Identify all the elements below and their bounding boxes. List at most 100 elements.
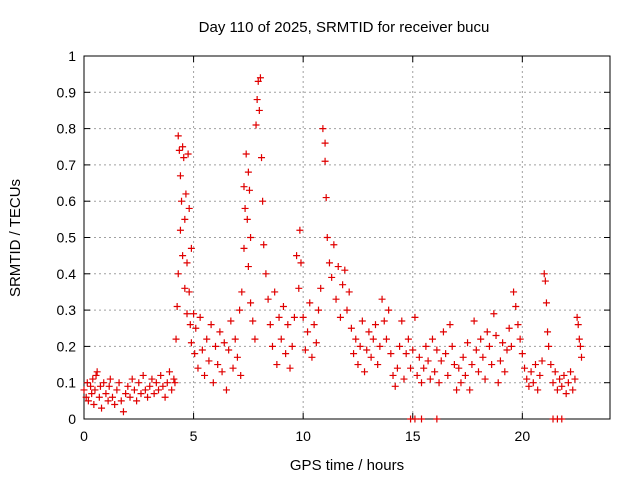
data-point xyxy=(396,342,404,350)
data-point xyxy=(207,321,215,329)
data-point xyxy=(194,364,202,372)
data-point xyxy=(319,125,327,133)
data-point xyxy=(205,357,213,365)
y-tick-label: 0.6 xyxy=(57,193,77,209)
data-point xyxy=(247,299,255,307)
data-point xyxy=(144,393,152,401)
data-point xyxy=(187,339,195,347)
data-point xyxy=(553,386,561,394)
data-point xyxy=(575,335,583,343)
data-point xyxy=(259,197,267,205)
data-point xyxy=(256,74,264,82)
chart-title: Day 110 of 2025, SRMTID for receiver buc… xyxy=(199,19,490,36)
x-tick-label: 20 xyxy=(515,428,531,444)
data-point xyxy=(243,215,251,223)
data-point xyxy=(468,361,476,369)
data-point xyxy=(499,339,507,347)
data-point xyxy=(92,371,100,379)
data-point xyxy=(437,357,445,365)
data-point xyxy=(100,379,108,387)
data-point xyxy=(576,342,584,350)
data-point xyxy=(365,328,373,336)
data-point xyxy=(573,313,581,321)
x-tick-label: 5 xyxy=(190,428,198,444)
y-tick-label: 0.5 xyxy=(57,230,77,246)
data-point xyxy=(545,342,553,350)
data-point xyxy=(137,390,145,398)
data-point xyxy=(380,317,388,325)
data-point xyxy=(345,288,353,296)
data-point xyxy=(227,317,235,325)
data-point xyxy=(512,302,520,310)
data-point xyxy=(182,190,190,198)
data-point xyxy=(393,364,401,372)
data-point xyxy=(560,371,568,379)
data-point xyxy=(453,386,461,394)
data-point xyxy=(266,321,274,329)
data-point xyxy=(185,288,193,296)
data-point xyxy=(446,321,454,329)
data-point xyxy=(540,270,548,278)
data-marks xyxy=(80,74,586,423)
x-tick-label: 15 xyxy=(405,428,421,444)
data-point xyxy=(240,244,248,252)
data-point xyxy=(558,382,566,390)
data-point xyxy=(304,328,312,336)
data-point xyxy=(253,96,261,104)
data-point xyxy=(244,263,252,271)
data-point xyxy=(90,400,98,408)
data-point xyxy=(126,393,134,401)
data-point xyxy=(527,368,535,376)
data-point xyxy=(187,244,195,252)
data-point xyxy=(418,415,426,423)
data-point xyxy=(173,302,181,310)
data-point xyxy=(264,295,272,303)
data-point xyxy=(310,321,318,329)
data-point xyxy=(363,346,371,354)
data-point xyxy=(117,397,125,405)
data-point xyxy=(242,150,250,158)
data-point xyxy=(178,197,186,205)
data-point xyxy=(279,302,287,310)
data-point xyxy=(483,328,491,336)
data-point xyxy=(415,353,423,361)
data-point xyxy=(505,324,513,332)
data-point xyxy=(102,390,110,398)
data-point xyxy=(336,313,344,321)
data-point xyxy=(203,335,211,343)
data-point xyxy=(251,335,259,343)
data-point xyxy=(122,390,130,398)
data-point xyxy=(88,390,96,398)
data-point xyxy=(371,321,379,329)
data-point xyxy=(541,277,549,285)
data-point xyxy=(159,382,167,390)
y-tick-label: 0 xyxy=(68,411,76,427)
data-point xyxy=(312,339,320,347)
x-tick-label: 10 xyxy=(295,428,311,444)
data-point xyxy=(306,299,314,307)
data-point xyxy=(175,146,183,154)
y-tick-label: 0.3 xyxy=(57,302,77,318)
data-point xyxy=(176,226,184,234)
data-point xyxy=(567,368,575,376)
data-point xyxy=(89,375,97,383)
data-point xyxy=(260,241,268,249)
data-point xyxy=(229,364,237,372)
data-point xyxy=(411,313,419,321)
data-point xyxy=(562,390,570,398)
data-point xyxy=(277,335,285,343)
data-point xyxy=(146,382,154,390)
data-point xyxy=(317,284,325,292)
data-point xyxy=(284,321,292,329)
data-point xyxy=(404,335,412,343)
data-point xyxy=(150,390,158,398)
data-point xyxy=(135,379,143,387)
data-point xyxy=(271,288,279,296)
y-tick-label: 0.2 xyxy=(57,338,77,354)
data-point xyxy=(113,386,121,394)
data-point xyxy=(347,324,355,332)
data-point xyxy=(422,342,430,350)
data-point xyxy=(358,317,366,325)
data-point xyxy=(130,386,138,394)
data-point xyxy=(571,375,579,383)
